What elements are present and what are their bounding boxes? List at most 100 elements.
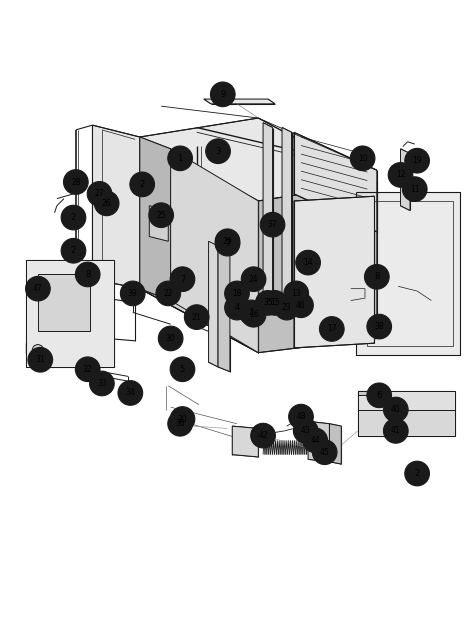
Text: 22: 22 bbox=[164, 289, 173, 298]
Text: 2: 2 bbox=[248, 308, 254, 317]
Text: 17: 17 bbox=[327, 324, 337, 334]
Text: 5: 5 bbox=[180, 365, 185, 374]
Polygon shape bbox=[356, 192, 460, 355]
Text: 34: 34 bbox=[126, 389, 135, 397]
Polygon shape bbox=[258, 182, 377, 353]
Text: 40: 40 bbox=[391, 405, 401, 414]
Circle shape bbox=[149, 203, 173, 228]
Circle shape bbox=[75, 262, 100, 287]
Text: 10: 10 bbox=[358, 154, 367, 163]
Circle shape bbox=[170, 267, 195, 291]
Polygon shape bbox=[308, 422, 329, 462]
Text: 30: 30 bbox=[166, 334, 175, 343]
Circle shape bbox=[402, 177, 427, 202]
Text: 2: 2 bbox=[71, 213, 76, 222]
Circle shape bbox=[241, 267, 266, 291]
Polygon shape bbox=[232, 426, 258, 457]
Text: 16: 16 bbox=[249, 310, 258, 319]
Text: 44: 44 bbox=[310, 436, 320, 445]
Text: 37: 37 bbox=[268, 220, 277, 229]
Polygon shape bbox=[306, 255, 315, 267]
Circle shape bbox=[293, 418, 318, 443]
Circle shape bbox=[120, 281, 145, 306]
Polygon shape bbox=[294, 132, 377, 232]
Text: 41: 41 bbox=[391, 427, 401, 435]
Circle shape bbox=[263, 291, 287, 315]
Circle shape bbox=[210, 82, 235, 107]
Polygon shape bbox=[358, 410, 455, 436]
Text: 25: 25 bbox=[156, 211, 166, 219]
Text: 24: 24 bbox=[249, 275, 258, 284]
Text: 15: 15 bbox=[270, 298, 280, 308]
Circle shape bbox=[215, 231, 240, 256]
Circle shape bbox=[168, 412, 192, 436]
Text: 32: 32 bbox=[83, 365, 92, 374]
Circle shape bbox=[90, 371, 114, 396]
Polygon shape bbox=[329, 423, 341, 464]
Circle shape bbox=[158, 326, 183, 351]
Text: 26: 26 bbox=[102, 199, 111, 208]
Circle shape bbox=[255, 291, 280, 315]
Text: 33: 33 bbox=[97, 379, 107, 388]
Circle shape bbox=[405, 461, 429, 486]
Text: 2: 2 bbox=[414, 469, 420, 478]
Circle shape bbox=[239, 300, 264, 325]
Text: 28: 28 bbox=[71, 177, 81, 187]
Circle shape bbox=[303, 428, 328, 453]
Circle shape bbox=[260, 213, 285, 237]
Circle shape bbox=[184, 305, 209, 329]
Polygon shape bbox=[204, 99, 275, 104]
Text: 36: 36 bbox=[175, 419, 185, 428]
Circle shape bbox=[168, 146, 192, 170]
Text: 43: 43 bbox=[301, 427, 310, 435]
Polygon shape bbox=[358, 391, 455, 410]
Text: 6: 6 bbox=[376, 391, 382, 400]
Circle shape bbox=[215, 229, 240, 254]
Text: 7: 7 bbox=[180, 275, 185, 284]
Text: 27: 27 bbox=[95, 189, 104, 198]
Text: 4: 4 bbox=[234, 303, 240, 312]
Text: 14: 14 bbox=[303, 258, 313, 267]
Circle shape bbox=[170, 407, 195, 432]
Text: 35: 35 bbox=[263, 298, 273, 308]
Circle shape bbox=[156, 281, 181, 306]
Text: 23: 23 bbox=[282, 303, 292, 312]
Circle shape bbox=[289, 293, 313, 317]
Circle shape bbox=[225, 281, 249, 306]
Circle shape bbox=[350, 146, 375, 170]
Polygon shape bbox=[401, 149, 410, 210]
Polygon shape bbox=[140, 118, 377, 201]
Polygon shape bbox=[282, 128, 292, 317]
Polygon shape bbox=[140, 137, 258, 353]
Polygon shape bbox=[171, 149, 258, 353]
Circle shape bbox=[87, 182, 112, 206]
Circle shape bbox=[251, 423, 275, 448]
Circle shape bbox=[274, 295, 299, 320]
Text: 46: 46 bbox=[296, 301, 306, 310]
Text: 19: 19 bbox=[412, 156, 422, 165]
Text: 48: 48 bbox=[296, 412, 306, 421]
Text: 45: 45 bbox=[320, 448, 329, 457]
Text: 20: 20 bbox=[178, 415, 187, 423]
Circle shape bbox=[365, 265, 389, 289]
Circle shape bbox=[170, 357, 195, 381]
Circle shape bbox=[64, 170, 88, 194]
Text: 18: 18 bbox=[232, 289, 242, 298]
Text: 12: 12 bbox=[396, 170, 405, 179]
Text: 2: 2 bbox=[71, 246, 76, 255]
Text: 47: 47 bbox=[33, 284, 43, 293]
Polygon shape bbox=[209, 241, 218, 367]
Circle shape bbox=[319, 317, 344, 341]
Circle shape bbox=[289, 404, 313, 429]
Text: 42: 42 bbox=[258, 431, 268, 440]
Text: 7: 7 bbox=[225, 239, 230, 248]
Circle shape bbox=[388, 162, 413, 187]
Circle shape bbox=[284, 281, 309, 306]
Text: 21: 21 bbox=[192, 312, 201, 322]
Circle shape bbox=[225, 295, 249, 320]
Polygon shape bbox=[149, 206, 168, 241]
Text: 3: 3 bbox=[215, 147, 221, 156]
Circle shape bbox=[32, 345, 44, 356]
Circle shape bbox=[118, 381, 143, 405]
Polygon shape bbox=[358, 391, 370, 396]
